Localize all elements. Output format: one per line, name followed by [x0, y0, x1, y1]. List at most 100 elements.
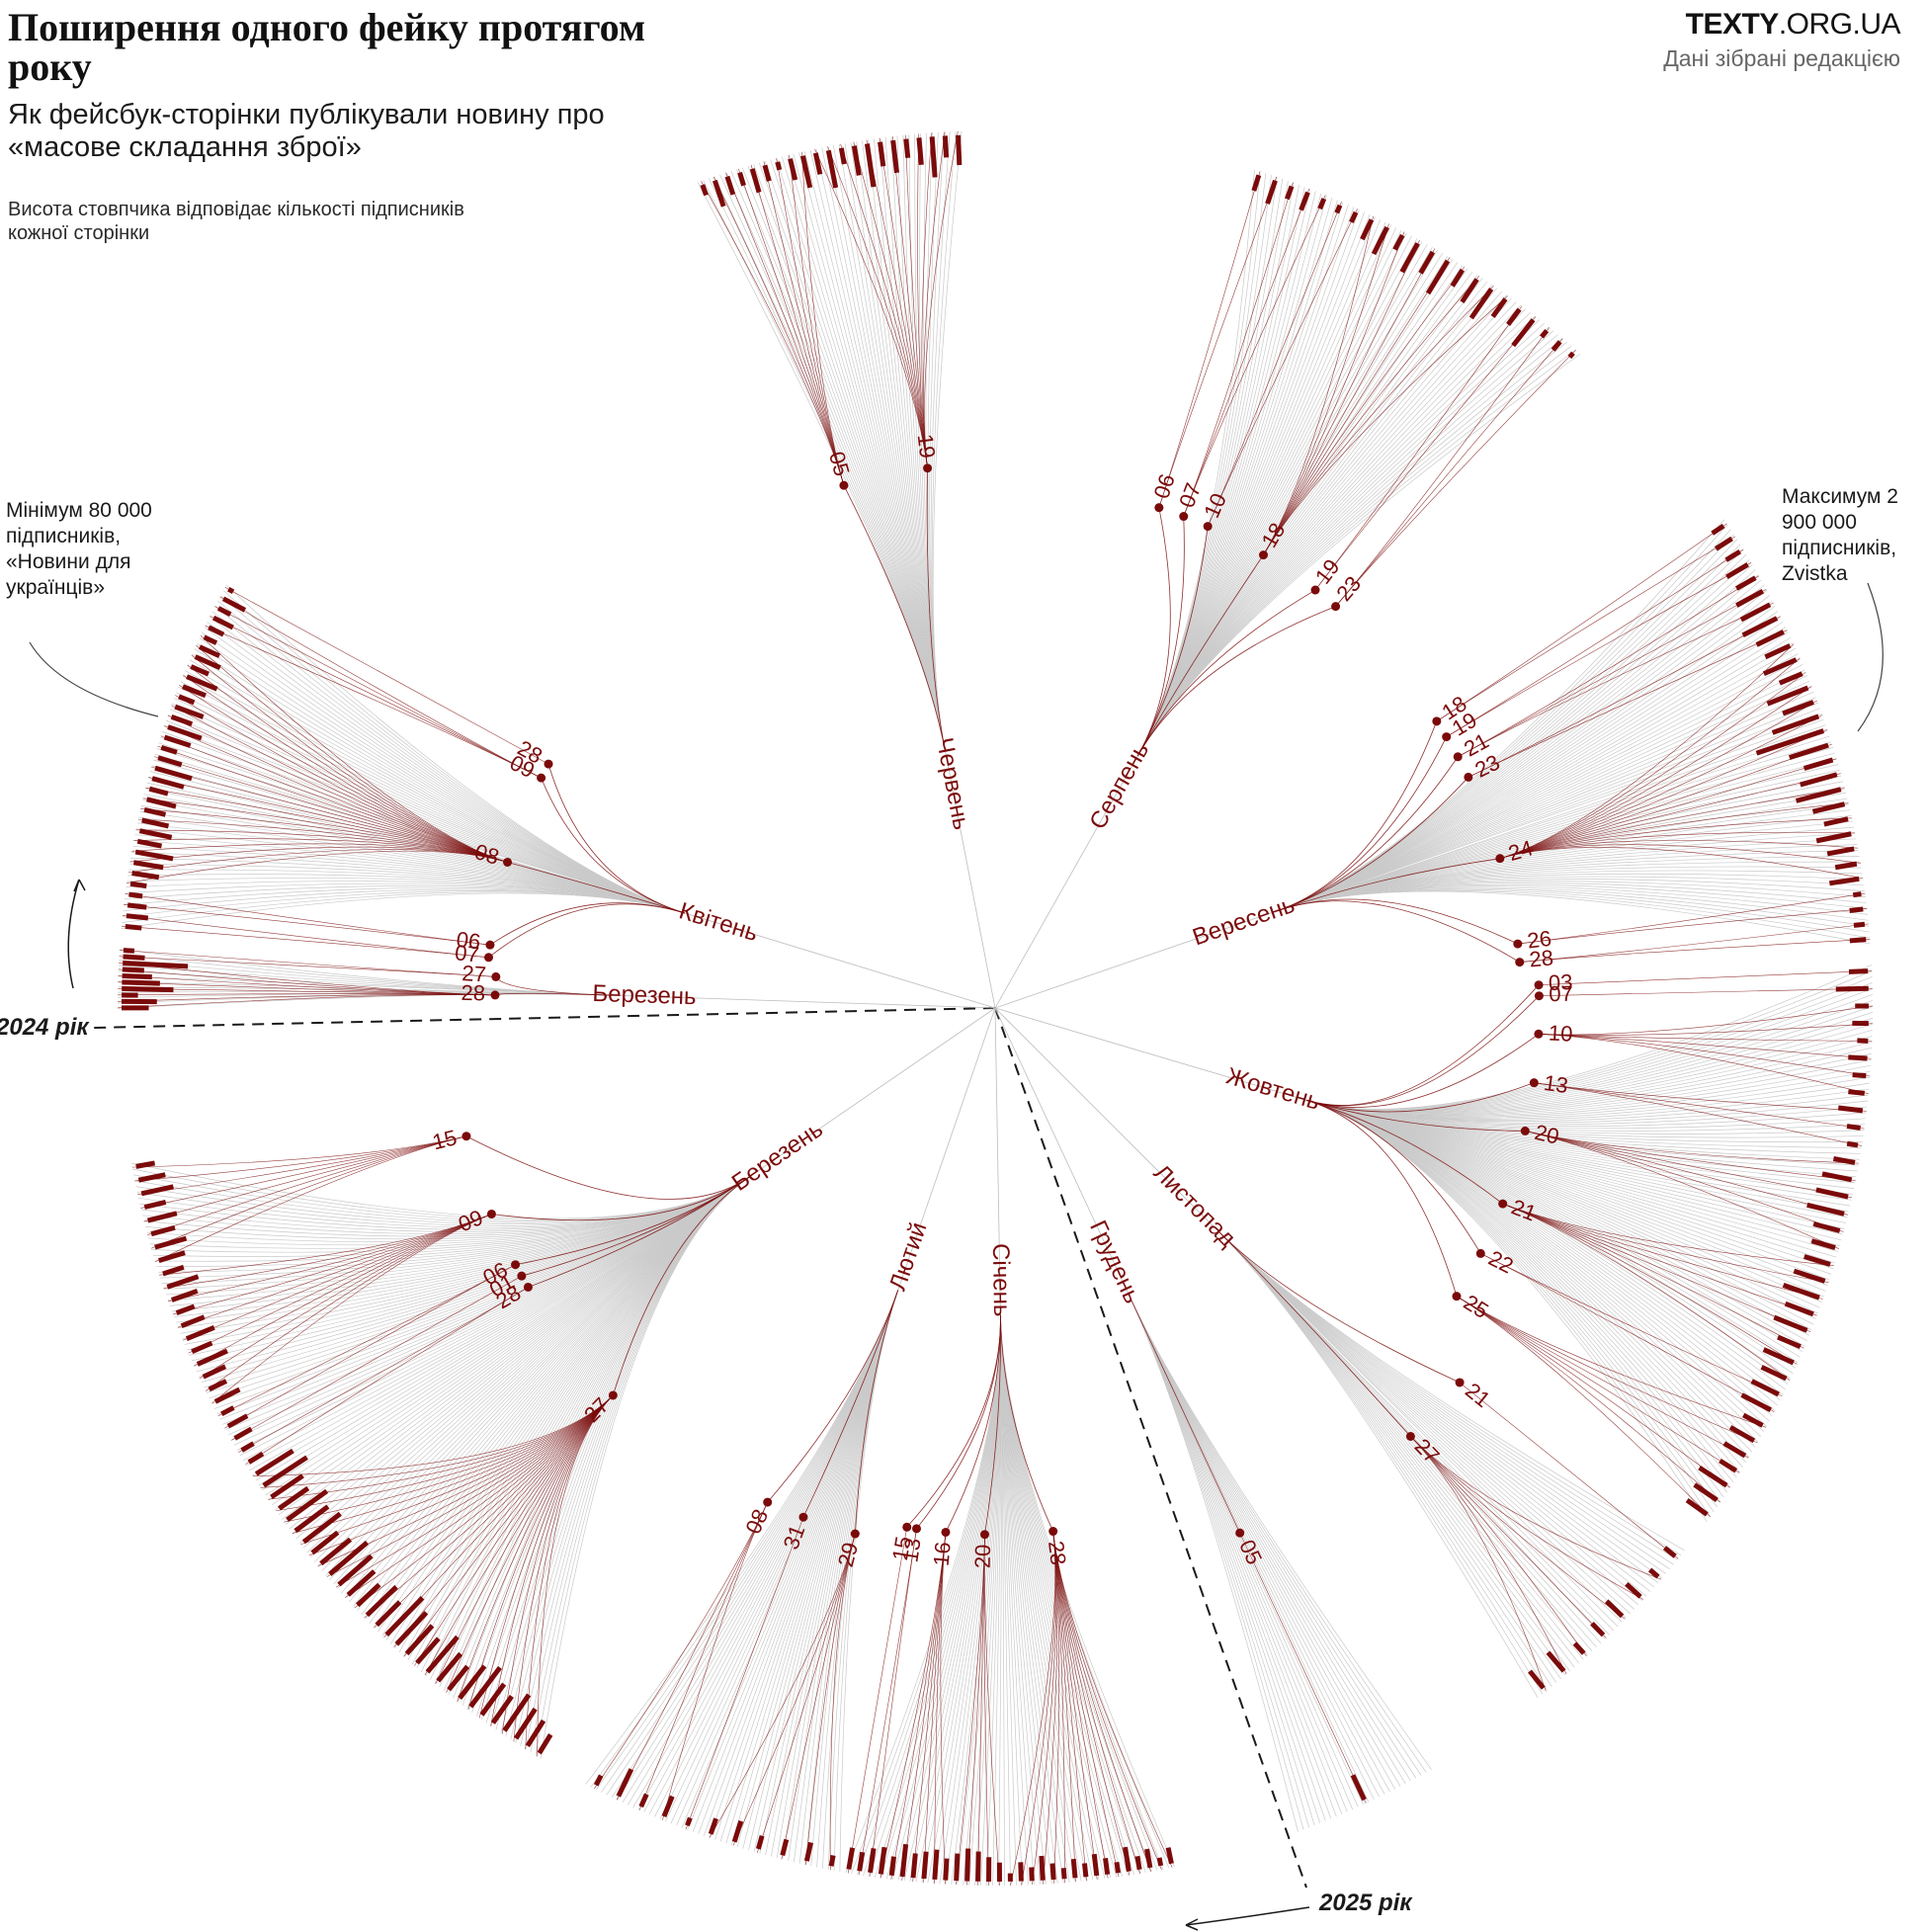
month-spoke [609, 994, 996, 1009]
post-line [1534, 1082, 1865, 1130]
post-line [829, 1533, 856, 1871]
branch-line [1128, 1294, 1422, 1776]
month-label-mar24: Березень [592, 980, 697, 1010]
subscriber-bar [825, 149, 839, 189]
post-line [1502, 1203, 1811, 1333]
subscriber-bar [134, 849, 174, 862]
subscriber-bar [1567, 351, 1575, 360]
branch-line [1277, 888, 1870, 933]
post-line [435, 1394, 614, 1685]
branch-line [1305, 1099, 1747, 1463]
subscriber-bar [1360, 218, 1375, 241]
subscriber-bar [126, 913, 149, 921]
subscriber-bar [1605, 1599, 1625, 1619]
post-line [1480, 1253, 1775, 1412]
day-node [484, 953, 494, 963]
day-node [850, 1529, 860, 1539]
subscriber-bar [137, 1172, 166, 1183]
subscriber-bar [143, 1200, 167, 1210]
post-line [1499, 671, 1806, 859]
annotation-max: Максимум 2 900 000 підписників, Zvistka [1782, 485, 1898, 585]
subscriber-bar [1773, 1314, 1808, 1333]
post-line [1519, 923, 1869, 963]
subscriber-bar [1815, 831, 1852, 844]
day-branch [1305, 1033, 1540, 1108]
subscriber-bar [525, 1719, 546, 1748]
branch-line [217, 600, 685, 914]
month-spoke [994, 755, 1138, 1009]
branch-line [1000, 1314, 1140, 1874]
day-node [1495, 854, 1505, 864]
day-node [461, 1132, 471, 1141]
post-line [1263, 239, 1420, 555]
day-node [1453, 752, 1463, 762]
branch-line [1217, 1230, 1667, 1574]
subscriber-bar [1852, 891, 1862, 898]
subscriber-bar [1795, 787, 1842, 803]
branch-line [932, 130, 963, 750]
subscriber-bar [954, 1853, 961, 1882]
month-label-dec24: Грудень [1084, 1217, 1145, 1307]
subscriber-bar [162, 1264, 185, 1277]
day-label-jan25-16: 16 [929, 1541, 956, 1567]
post-line [125, 893, 490, 946]
subscriber-bar [404, 1624, 435, 1656]
subscriber-bar [1511, 318, 1536, 348]
post-line [1263, 285, 1494, 555]
day-branch [612, 1176, 750, 1396]
post-line [1183, 188, 1310, 517]
post-line [1032, 1531, 1057, 1886]
subscriber-bar [513, 1707, 538, 1740]
post-line [1499, 700, 1817, 859]
year-arrow-2024 [67, 879, 80, 989]
post-line [131, 1135, 467, 1168]
subscriber-bar [122, 979, 160, 986]
subscriber-bar [1739, 602, 1772, 623]
post-line [217, 1264, 516, 1416]
branch-line [1217, 1230, 1539, 1699]
day-label-jan25-28: 28 [1044, 1540, 1071, 1566]
day-node [923, 463, 933, 473]
post-line [1458, 602, 1774, 758]
subscriber-bar [1852, 1072, 1867, 1079]
subscriber-bar [932, 1849, 940, 1881]
post-line [501, 1394, 614, 1734]
post-line [750, 164, 845, 486]
subscriber-bar [964, 1848, 971, 1882]
branch-line [121, 892, 685, 929]
day-node [1259, 550, 1269, 560]
subscriber-bar [838, 147, 847, 165]
subscriber-bar [593, 1774, 604, 1787]
branch-line [1136, 297, 1512, 757]
post-line [1335, 338, 1563, 607]
brand-logo[interactable]: TEXTY.ORG.UA [1686, 8, 1901, 42]
subscriber-bar [1788, 742, 1829, 760]
post-line [1538, 1005, 1874, 1036]
subscriber-bar [160, 744, 178, 755]
post-line [1410, 1436, 1567, 1675]
subscriber-bar [425, 1635, 460, 1674]
subscriber-bar [1490, 297, 1508, 318]
day-branch [1305, 1099, 1481, 1254]
subscriber-bar [1070, 1858, 1078, 1879]
month-label-feb25: Лютий [884, 1219, 933, 1295]
month-spoke [994, 1007, 1001, 1315]
day-branch [1000, 1314, 1054, 1532]
post-line [231, 1275, 523, 1441]
month-label-aug24: Серпень [1084, 738, 1154, 834]
day-node [491, 971, 501, 981]
subscriber-bar [135, 1160, 156, 1169]
subscriber-bar [1849, 937, 1867, 944]
post-line [211, 1214, 492, 1404]
post-line [1263, 231, 1405, 555]
post-line [150, 1135, 467, 1249]
subscriber-bar [1742, 1412, 1764, 1428]
post-line [1525, 1131, 1853, 1199]
post-line [1499, 643, 1795, 859]
post-line [238, 1287, 529, 1453]
day-branch [843, 484, 946, 750]
year-separator-2024 [93, 1007, 996, 1029]
subscriber-bar [828, 1855, 836, 1867]
branch-line [1277, 600, 1773, 912]
day-node [1534, 991, 1544, 1001]
